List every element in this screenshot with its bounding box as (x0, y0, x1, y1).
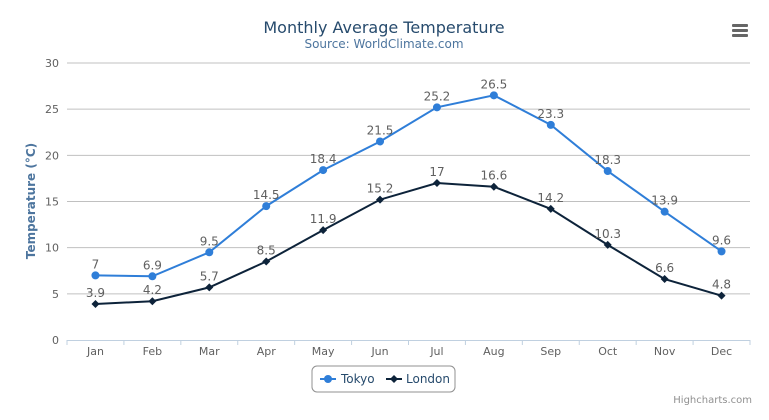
data-label: 3.9 (86, 286, 105, 300)
data-label: 15.2 (367, 182, 394, 196)
y-tick-label: 20 (45, 149, 59, 162)
legend-label-london[interactable]: London (406, 372, 450, 386)
data-label: 18.4 (310, 152, 337, 166)
data-point[interactable] (432, 103, 441, 112)
data-label: 9.6 (712, 233, 731, 247)
y-tick-label: 10 (45, 242, 59, 255)
data-point[interactable] (489, 91, 498, 100)
menu-button[interactable] (730, 22, 750, 38)
data-point[interactable] (432, 179, 441, 188)
data-point[interactable] (319, 166, 328, 175)
data-label: 9.5 (200, 234, 219, 248)
x-tick-label: Dec (711, 345, 732, 358)
legend-item-london[interactable]: London (386, 372, 450, 386)
data-point[interactable] (262, 202, 271, 211)
data-point[interactable] (91, 299, 100, 308)
data-label: 14.5 (253, 188, 280, 202)
data-point[interactable] (717, 291, 726, 300)
legend: Tokyo London (311, 365, 456, 393)
chart-title: Monthly Average Temperature (263, 18, 504, 37)
data-label: 6.9 (143, 258, 162, 272)
x-tick-label: Oct (598, 345, 618, 358)
chart-subtitle: Source: WorldClimate.com (304, 37, 463, 51)
data-point[interactable] (660, 275, 669, 284)
data-label: 11.9 (310, 212, 337, 226)
data-label: 6.6 (655, 261, 674, 275)
series-tokyo: 7 6.9 9.5 14.5 18.4 21.5 25.2 26.5 23.3 18.3 13.9 9… (91, 77, 731, 281)
x-tick-label: Jul (429, 345, 443, 358)
y-tick-label: 0 (52, 334, 59, 347)
data-label: 17 (429, 165, 444, 179)
x-tick-label: Mar (199, 345, 220, 358)
data-label: 10.3 (594, 227, 621, 241)
data-label: 5.7 (200, 269, 219, 283)
data-label: 26.5 (481, 77, 508, 91)
data-label: 23.3 (537, 107, 564, 121)
data-point[interactable] (603, 240, 612, 249)
data-point[interactable] (205, 248, 214, 257)
x-tick-label: Jun (370, 345, 388, 358)
data-point[interactable] (660, 207, 669, 216)
data-point[interactable] (546, 204, 555, 213)
data-point[interactable] (546, 120, 555, 129)
data-label: 4.8 (712, 278, 731, 292)
data-label: 25.2 (424, 89, 451, 103)
data-point[interactable] (205, 283, 214, 292)
x-tick-label: Sep (540, 345, 561, 358)
y-tick-label: 30 (45, 57, 59, 70)
data-point[interactable] (717, 247, 726, 256)
y-tick-label: 15 (45, 196, 59, 209)
data-point[interactable] (148, 297, 157, 306)
data-point[interactable] (603, 167, 612, 176)
series-line (95, 182, 722, 305)
x-tick-label: Jan (86, 345, 104, 358)
x-tick-label: Aug (483, 345, 504, 358)
data-point[interactable] (376, 195, 385, 204)
y-tick-label: 25 (45, 103, 59, 116)
y-axis-title: Temperature (°C) (24, 143, 38, 259)
data-label: 7 (92, 257, 100, 271)
x-tick-label: May (312, 345, 335, 358)
data-point[interactable] (148, 272, 157, 281)
legend-item-tokyo[interactable]: Tokyo (320, 372, 375, 386)
data-point[interactable] (319, 226, 328, 235)
data-label: 4.2 (143, 283, 162, 297)
legend-label-tokyo[interactable]: Tokyo (340, 372, 375, 386)
credits-link[interactable]: Highcharts.com (673, 395, 752, 406)
series-line (95, 94, 723, 278)
data-point[interactable] (489, 182, 498, 191)
series-london: 3.9 4.2 5.7 8.5 11.9 15.2 17 16.6 14.2 10.3 6.6 4.8 (86, 165, 731, 308)
data-label: 8.5 (257, 244, 276, 258)
x-tick-label: Nov (654, 345, 676, 358)
data-point[interactable] (376, 137, 385, 146)
x-tick-label: Apr (257, 345, 277, 358)
data-label: 13.9 (651, 194, 678, 208)
data-label: 21.5 (367, 123, 394, 137)
y-tick-label: 5 (52, 288, 59, 301)
data-label: 16.6 (481, 169, 508, 183)
data-label: 18.3 (594, 153, 621, 167)
data-point[interactable] (91, 271, 100, 280)
x-tick-label: Feb (143, 345, 162, 358)
data-label: 14.2 (537, 191, 564, 205)
data-point[interactable] (262, 257, 271, 266)
